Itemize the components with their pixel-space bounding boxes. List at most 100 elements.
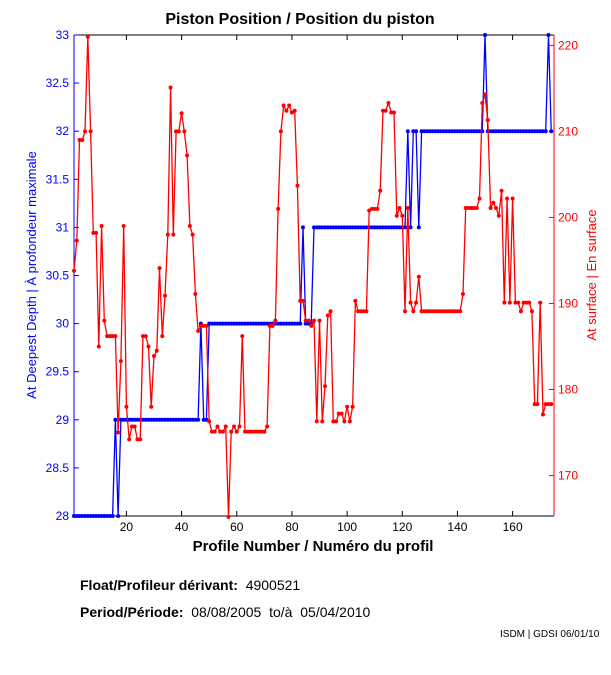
data-point-deepest-depth — [488, 129, 493, 134]
data-point-surface — [215, 424, 220, 429]
data-point-surface — [278, 129, 283, 134]
data-point-surface — [480, 100, 485, 105]
data-point-surface — [325, 313, 330, 318]
data-point-surface — [248, 429, 253, 434]
data-point-surface — [375, 206, 380, 211]
y-tick-label-left: 28.5 — [46, 461, 70, 475]
data-point-surface — [168, 85, 173, 90]
data-point-surface — [529, 309, 534, 314]
data-point-deepest-depth — [259, 321, 264, 326]
data-point-deepest-depth — [72, 514, 76, 518]
data-point-deepest-depth — [243, 321, 248, 326]
data-point-surface — [336, 411, 341, 416]
x-tick-label: 120 — [392, 520, 412, 534]
data-point-deepest-depth — [292, 321, 297, 326]
data-point-deepest-depth — [521, 129, 526, 134]
data-point-deepest-depth — [416, 225, 421, 230]
data-point-deepest-depth — [383, 225, 388, 230]
data-point-surface — [251, 429, 256, 434]
chart-title: Piston Position / Position du piston — [165, 11, 434, 28]
data-point-surface — [132, 424, 137, 429]
data-point-surface — [270, 323, 275, 328]
data-point-deepest-depth — [438, 129, 443, 134]
data-point-deepest-depth — [369, 225, 374, 230]
data-point-deepest-depth — [132, 417, 137, 422]
data-point-surface — [472, 205, 476, 210]
data-point-surface — [334, 419, 339, 424]
data-point-surface — [488, 205, 493, 210]
data-point-surface — [444, 309, 449, 314]
data-point-surface — [146, 344, 151, 349]
data-point-surface — [80, 137, 85, 142]
data-point-surface — [345, 404, 350, 409]
data-point-deepest-depth — [455, 129, 460, 134]
data-point-surface — [99, 224, 104, 229]
data-point-deepest-depth — [287, 321, 292, 326]
series-line-deepest-depth — [74, 34, 552, 517]
data-point-surface — [223, 424, 228, 429]
data-point-deepest-depth — [353, 225, 358, 230]
data-point-surface — [347, 419, 352, 424]
data-point-deepest-depth — [535, 129, 540, 134]
data-point-surface — [397, 205, 402, 210]
data-point-deepest-depth — [469, 129, 474, 134]
data-point-surface — [405, 205, 410, 210]
y-tick-label-left: 31 — [56, 220, 70, 234]
data-point-surface — [107, 334, 112, 339]
data-point-deepest-depth — [350, 225, 355, 230]
data-point-surface — [245, 429, 250, 434]
data-point-surface — [174, 129, 179, 134]
data-point-surface — [386, 100, 391, 105]
data-point-surface — [243, 429, 248, 434]
data-point-deepest-depth — [157, 417, 162, 422]
data-point-surface — [96, 344, 101, 349]
data-point-deepest-depth — [245, 321, 250, 326]
data-point-deepest-depth — [408, 225, 413, 230]
data-point-surface — [543, 402, 548, 407]
data-point-deepest-depth — [317, 225, 322, 230]
data-point-surface — [309, 323, 314, 328]
data-point-surface — [306, 318, 311, 323]
data-point-deepest-depth — [237, 321, 242, 326]
data-point-deepest-depth — [323, 225, 328, 230]
data-point-surface — [339, 411, 344, 416]
data-point-deepest-depth — [251, 321, 256, 326]
data-point-deepest-depth — [99, 514, 104, 518]
data-point-surface — [400, 213, 405, 218]
data-point-surface — [154, 348, 159, 353]
data-point-surface — [118, 359, 123, 364]
data-point-deepest-depth — [524, 129, 529, 134]
data-point-surface — [372, 206, 377, 211]
period-end: 05/04/2010 — [300, 604, 371, 620]
data-point-surface — [314, 419, 319, 424]
data-point-deepest-depth — [494, 129, 499, 134]
data-point-deepest-depth — [154, 417, 159, 422]
data-point-surface — [499, 188, 504, 193]
data-point-surface — [549, 402, 554, 407]
data-point-deepest-depth — [140, 417, 145, 422]
data-point-deepest-depth — [336, 225, 341, 230]
x-tick-label: 100 — [337, 520, 357, 534]
data-point-surface — [380, 108, 385, 113]
y-tick-label-left: 31.5 — [46, 172, 70, 186]
data-point-surface — [505, 196, 510, 201]
data-point-surface — [403, 309, 408, 314]
data-point-deepest-depth — [425, 129, 430, 134]
data-point-deepest-depth — [518, 129, 523, 134]
data-point-surface — [91, 230, 96, 235]
y-tick-label-left: 30.5 — [46, 269, 70, 283]
data-point-surface — [331, 419, 336, 424]
data-point-deepest-depth — [403, 225, 408, 230]
data-point-surface — [193, 292, 198, 296]
x-tick-label: 140 — [447, 520, 467, 534]
data-point-surface — [494, 205, 499, 210]
data-point-deepest-depth — [491, 129, 496, 134]
data-point-deepest-depth — [284, 321, 289, 326]
data-point-deepest-depth — [174, 417, 179, 422]
data-point-surface — [425, 309, 430, 314]
period-start: 08/08/2005 — [191, 604, 262, 620]
data-point-deepest-depth — [256, 321, 261, 326]
data-point-deepest-depth — [223, 321, 228, 326]
data-point-surface — [483, 92, 488, 97]
